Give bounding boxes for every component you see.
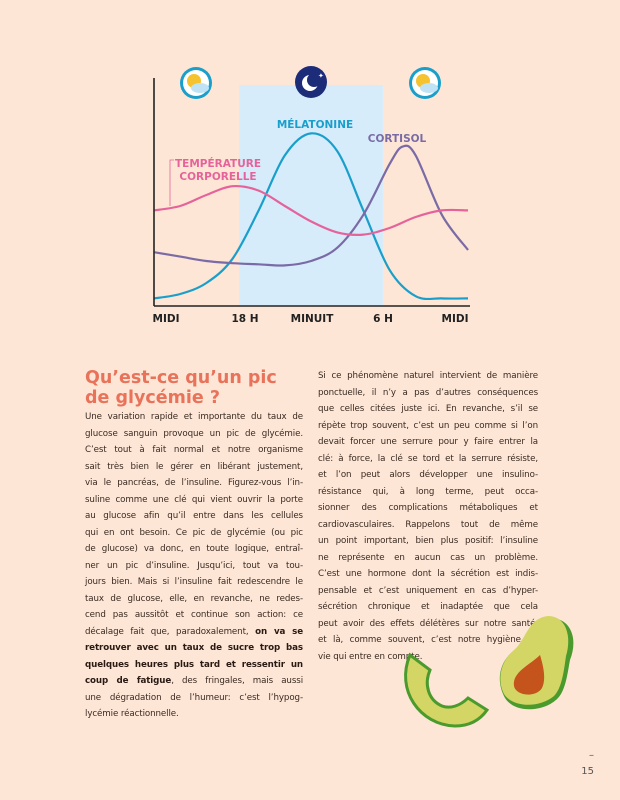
series-label-temperature-1: TEMPÉRATURE xyxy=(175,157,261,170)
bold-text: coup de fatigue xyxy=(85,676,172,686)
text-segment: taux de glucose, elle, en revanche, ne r… xyxy=(85,593,303,604)
sun-cloud-icon xyxy=(180,67,212,99)
text-line: clé: à force, la clé se tord et la serru… xyxy=(318,453,538,464)
text-line: retrouver avec un taux de sucre trop bas xyxy=(85,640,303,657)
series-line-melatonine xyxy=(153,132,469,301)
temperature-leader-line xyxy=(169,159,174,206)
text-segment: suline comme une clé qui vient ouvrir la… xyxy=(85,494,303,505)
text-segment: ner un pic d’insuline. Jusqu’ici, tout v… xyxy=(85,560,303,571)
x-tick-label: 18 H xyxy=(231,313,258,325)
text-line: décalage fait que, paradoxalement, on va… xyxy=(85,624,303,641)
text-line: C’est une hormone dont la sécrétion est … xyxy=(318,569,538,579)
text-segment: jours bien. Mais si l’insuline fait rede… xyxy=(85,577,303,587)
x-tick-label: MINUIT xyxy=(291,313,335,325)
night-band xyxy=(239,85,383,305)
text-line: et là, comme souvent, c’est notre hygièn… xyxy=(318,635,538,645)
heading-line: Qu’est-ce qu’un pic xyxy=(85,368,277,388)
text-line: suline comme une clé qui vient ouvrir la… xyxy=(85,492,303,509)
page-number: 15 xyxy=(581,766,594,777)
x-tick-label: MIDI xyxy=(442,313,469,325)
text-line: ner un pic d’insuline. Jusqu’ici, tout v… xyxy=(85,558,303,575)
text-line: jours bien. Mais si l’insuline fait rede… xyxy=(85,574,303,591)
text-segment: lycémie réactionnelle. xyxy=(85,709,179,719)
text-line: taux de glucose, elle, en revanche, ne r… xyxy=(85,591,303,608)
svg-text:✦: ✦ xyxy=(318,72,324,80)
text-segment: décalage fait que, paradoxalement, xyxy=(85,626,256,637)
text-line: lycémie réactionnelle. xyxy=(85,706,303,723)
text-segment: , des fringales, mais aussi xyxy=(171,676,304,686)
text-line: sait très bien le gérer en libérant just… xyxy=(85,459,303,476)
text-line: une dégradation de l’humeur: c’est l’hyp… xyxy=(85,690,303,707)
bold-text: on va se xyxy=(255,626,303,637)
text-segment: via le pancréas, de l’insuline. Figurez-… xyxy=(85,478,303,488)
bold-text: retrouver avec un taux de sucre trop bas xyxy=(85,643,303,653)
text-line: Une variation rapide et importante du ta… xyxy=(85,409,303,426)
text-line: sécrétion chronique et inadaptée que cel… xyxy=(318,602,538,612)
text-line: ne représente en aucun cas un problème. xyxy=(318,552,538,563)
series-line-cortisol xyxy=(153,144,469,267)
page-dash: – xyxy=(589,750,594,761)
x-tick-label: MIDI xyxy=(153,313,180,325)
text-line: répète trop souvent, c’est un peu comme … xyxy=(318,420,538,431)
text-line: vie qui entre en compte. xyxy=(318,651,423,662)
text-line: qui en ont besoin. Ce pic de glycémie (o… xyxy=(85,525,303,542)
series-label-temperature-2: CORPORELLE xyxy=(179,171,256,183)
text-segment: sait très bien le gérer en libérant just… xyxy=(85,461,303,472)
text-segment: au glucose afin qu’il entre dans les cel… xyxy=(85,511,303,521)
text-line: via le pancréas, de l’insuline. Figurez-… xyxy=(85,475,303,492)
sun-cloud-icon xyxy=(409,67,441,99)
text-line: pensable et c’est uniquement en cas d’hy… xyxy=(318,585,538,596)
text-segment: une dégradation de l’humeur: c’est l’hyp… xyxy=(85,692,303,703)
avocado-illustration xyxy=(404,616,574,728)
text-line: quelques heures plus tard et ressentir u… xyxy=(85,657,303,674)
x-tick-label: 6 H xyxy=(373,313,393,325)
moon-icon: ✦ xyxy=(295,66,327,98)
text-line: cend pas aussitôt et continue son action… xyxy=(85,607,303,624)
text-line: cardiovasculaires. Rappelons tout de mêm… xyxy=(318,519,538,530)
text-line: peut avoir des effets délétères sur notr… xyxy=(318,618,538,629)
heading-line: de glycémie ? xyxy=(85,388,221,408)
bold-text: quelques heures plus tard et ressentir u… xyxy=(85,659,303,670)
series-label-cortisol: CORTISOL xyxy=(368,133,427,145)
text-line: ponctuelle, il n’y a pas d’autres conséq… xyxy=(318,387,538,398)
left-column-text: Une variation rapide et importante du ta… xyxy=(85,409,303,723)
series-label-melatonine: MÉLATONINE xyxy=(277,118,353,131)
text-line: devait forcer une serrure pour y faire e… xyxy=(318,437,538,447)
text-line: glucose sanguin provoque un pic de glycé… xyxy=(85,426,303,443)
section-heading: Qu’est-ce qu’un pic de glycémie ? xyxy=(85,368,305,408)
text-segment: de glucose) va donc, en toute logique, e… xyxy=(85,544,303,554)
right-column-text: Si ce phénomène naturel intervient de ma… xyxy=(318,368,538,665)
text-line: C’est tout à fait normal et notre organi… xyxy=(85,442,303,459)
text-line: que celles citées juste ici. En revanche… xyxy=(318,404,538,414)
series-line-temperature xyxy=(153,184,469,236)
avocado-slice xyxy=(404,652,490,728)
text-segment: qui en ont besoin. Ce pic de glycémie (o… xyxy=(85,527,303,538)
text-line: Si ce phénomène naturel intervient de ma… xyxy=(318,371,538,381)
text-segment: glucose sanguin provoque un pic de glycé… xyxy=(85,428,303,439)
text-segment: Une variation rapide et importante du ta… xyxy=(85,412,303,422)
text-line: un point important, bien plus positif: l… xyxy=(318,536,538,546)
text-line: sionner des complications métaboliques e… xyxy=(318,503,538,513)
text-line: coup de fatigue, des fringales, mais aus… xyxy=(85,673,303,690)
text-line: et l’on peut alors développer une insuli… xyxy=(318,470,538,480)
text-line: résistance qui, à long terme, peut occa- xyxy=(318,486,538,497)
text-line: au glucose afin qu’il entre dans les cel… xyxy=(85,508,303,525)
hormone-cycle-chart: MIDI 18 H MINUIT 6 H MIDI MÉLATONINE CORTISO… xyxy=(153,66,470,325)
text-segment: C’est tout à fait normal et notre organi… xyxy=(85,445,303,455)
avocado-pit xyxy=(513,655,545,695)
text-line: de glucose) va donc, en toute logique, e… xyxy=(85,541,303,558)
text-segment: cend pas aussitôt et continue son action… xyxy=(85,610,303,620)
